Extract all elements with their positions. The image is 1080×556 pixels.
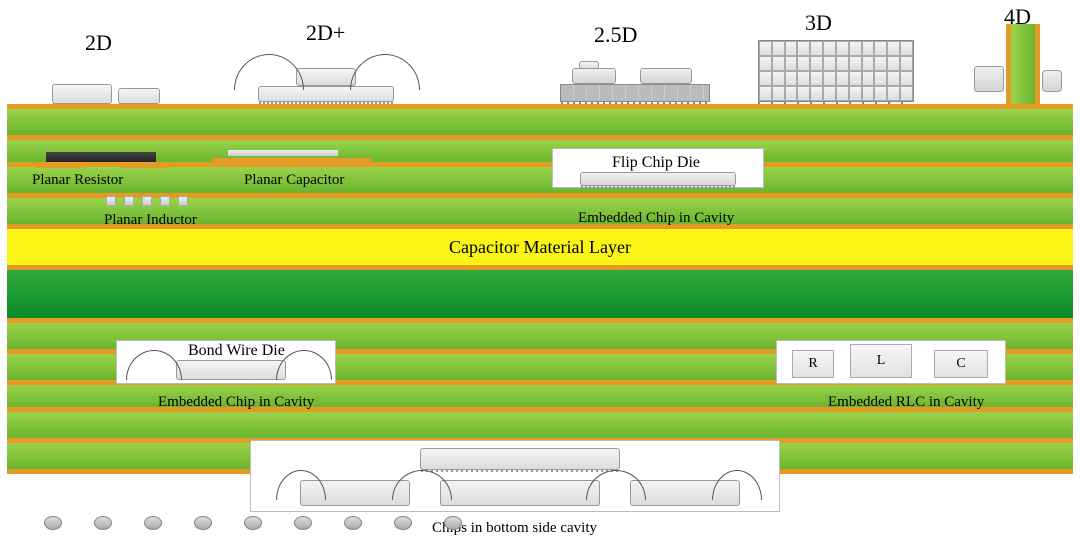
label-embedded-chip-bot: Embedded Chip in Cavity xyxy=(158,394,314,411)
interposer-2-5d xyxy=(560,84,710,102)
bga-ball xyxy=(44,516,62,530)
label-embedded-chip-top: Embedded Chip in Cavity xyxy=(578,210,734,227)
planar-capacitor-top-plate xyxy=(228,150,338,156)
substrate-layer-2 xyxy=(7,140,1073,162)
planar-resistor-pad-l xyxy=(36,162,86,168)
top-mounted-components xyxy=(0,54,1080,110)
planar-resistor-bar xyxy=(46,152,156,162)
bond-wire-die-body xyxy=(176,360,286,380)
label-flip-chip-die: Flip Chip Die xyxy=(612,154,700,172)
substrate-layer-8 xyxy=(7,412,1073,438)
bga-ball xyxy=(194,516,212,530)
label-2d: 2D xyxy=(85,30,112,56)
substrate-layer-3 xyxy=(7,167,1073,193)
chip-2d-right xyxy=(118,88,160,104)
c-component: C xyxy=(934,350,988,378)
bga-ball xyxy=(394,516,412,530)
label-2-5d: 2.5D xyxy=(594,22,637,48)
r-component: R xyxy=(792,350,834,378)
flip-chip-die-body xyxy=(580,172,736,186)
planar-capacitor-bottom-plate xyxy=(212,158,372,164)
core-layer xyxy=(7,270,1073,318)
label-planar-capacitor: Planar Capacitor xyxy=(244,172,344,189)
pcb-packaging-diagram: 2D 2D+ 2.5D 3D 4D xyxy=(0,0,1080,556)
bondwire-2dplus-right xyxy=(350,54,420,90)
bga-ball xyxy=(94,516,112,530)
die-2-5d-left xyxy=(572,68,616,84)
substrate-layer-1 xyxy=(7,109,1073,135)
planar-inductor-seg-5 xyxy=(178,196,188,206)
bga-ball xyxy=(294,516,312,530)
label-bond-wire-die: Bond Wire Die xyxy=(188,342,285,360)
capacitor-material-layer: Capacitor Material Layer xyxy=(7,229,1073,265)
die-2dplus xyxy=(296,68,356,86)
bga-ball xyxy=(444,516,462,530)
label-2d-plus: 2D+ xyxy=(306,20,345,46)
planar-inductor-seg-3 xyxy=(142,196,152,206)
vertical-board-4d xyxy=(1006,24,1040,106)
bondwire-2dplus-left xyxy=(234,54,304,90)
chip-4d-left xyxy=(974,66,1004,92)
planar-resistor-pad-r xyxy=(120,162,170,168)
pcb-layer-stack: Capacitor Material Layer xyxy=(7,104,1073,474)
label-3d: 3D xyxy=(805,10,832,36)
planar-inductor-seg-1 xyxy=(106,196,116,206)
top-labels-row: 2D 2D+ 2.5D 3D 4D xyxy=(0,0,1080,50)
bga-ball xyxy=(344,516,362,530)
chip-4d-right xyxy=(1042,70,1062,92)
planar-inductor-seg-4 xyxy=(160,196,170,206)
bottom-chip-mid xyxy=(440,480,600,506)
planar-inductor-seg-2 xyxy=(124,196,134,206)
bga-ball xyxy=(144,516,162,530)
label-planar-inductor: Planar Inductor xyxy=(104,212,197,229)
label-embedded-rlc: Embedded RLC in Cavity xyxy=(828,394,984,411)
bottom-chip-1 xyxy=(420,448,620,470)
cap-material-text: Capacitor Material Layer xyxy=(449,237,631,258)
chip-2d-left xyxy=(52,84,112,104)
die-2-5d-left-top xyxy=(579,61,599,69)
stack-3d xyxy=(758,40,914,102)
bga-ball xyxy=(244,516,262,530)
label-planar-resistor: Planar Resistor xyxy=(32,172,123,189)
die-2-5d-right xyxy=(640,68,692,84)
l-component: L xyxy=(850,344,912,378)
